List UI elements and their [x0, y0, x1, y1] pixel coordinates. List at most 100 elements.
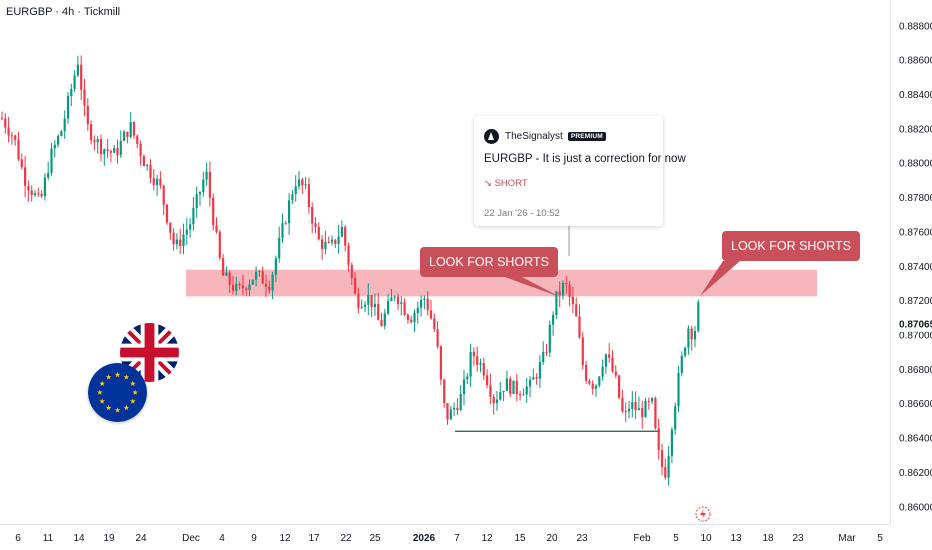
- candle[interactable]: [297, 170, 301, 190]
- candle[interactable]: [255, 266, 258, 287]
- candle[interactable]: [307, 177, 310, 214]
- candle[interactable]: [53, 139, 56, 158]
- candle[interactable]: [466, 372, 469, 384]
- candle[interactable]: [152, 168, 155, 191]
- candle[interactable]: [86, 98, 89, 131]
- candle[interactable]: [469, 343, 472, 388]
- candle[interactable]: [618, 374, 621, 400]
- candle[interactable]: [479, 358, 482, 373]
- candle[interactable]: [165, 203, 169, 225]
- candle[interactable]: [548, 320, 551, 358]
- candle[interactable]: [601, 359, 604, 381]
- candle[interactable]: [241, 274, 244, 296]
- candle[interactable]: [271, 271, 274, 300]
- candle[interactable]: [284, 220, 287, 225]
- candle[interactable]: [116, 139, 119, 164]
- candle[interactable]: [175, 233, 178, 250]
- candle[interactable]: [63, 110, 66, 139]
- candle[interactable]: [568, 280, 571, 307]
- candle[interactable]: [321, 234, 324, 261]
- candle[interactable]: [354, 272, 357, 295]
- candle[interactable]: [647, 397, 650, 410]
- candle[interactable]: [390, 288, 393, 302]
- candle[interactable]: [70, 83, 73, 107]
- candle[interactable]: [33, 189, 37, 198]
- candle[interactable]: [30, 185, 33, 202]
- candle[interactable]: [106, 138, 109, 159]
- candle[interactable]: [565, 276, 568, 295]
- candle[interactable]: [347, 242, 350, 272]
- candle[interactable]: [80, 55, 83, 101]
- candle[interactable]: [212, 193, 215, 231]
- candle[interactable]: [258, 269, 261, 277]
- candle[interactable]: [0, 111, 4, 120]
- candle[interactable]: [690, 325, 693, 351]
- candle[interactable]: [139, 140, 142, 166]
- candle[interactable]: [674, 402, 677, 435]
- candle[interactable]: [486, 369, 489, 389]
- candle[interactable]: [614, 365, 617, 379]
- candle[interactable]: [680, 351, 683, 377]
- candle[interactable]: [83, 78, 86, 117]
- candle[interactable]: [525, 377, 528, 403]
- candle[interactable]: [179, 228, 182, 255]
- candle[interactable]: [453, 402, 456, 417]
- candle[interactable]: [172, 228, 175, 251]
- candle[interactable]: [324, 230, 327, 255]
- candle[interactable]: [360, 299, 363, 309]
- candle[interactable]: [119, 130, 122, 158]
- candle[interactable]: [60, 129, 63, 137]
- candle[interactable]: [17, 131, 20, 162]
- candle[interactable]: [631, 390, 634, 418]
- candle[interactable]: [103, 148, 106, 167]
- candle[interactable]: [393, 295, 396, 302]
- candle[interactable]: [327, 236, 330, 244]
- candle[interactable]: [222, 254, 225, 276]
- candle[interactable]: [146, 163, 149, 171]
- candle[interactable]: [387, 293, 390, 316]
- candle[interactable]: [472, 347, 475, 366]
- candle[interactable]: [641, 400, 644, 429]
- candle[interactable]: [627, 400, 631, 419]
- candle[interactable]: [380, 312, 383, 327]
- candle[interactable]: [73, 70, 76, 93]
- candle[interactable]: [492, 393, 495, 415]
- candle[interactable]: [57, 134, 60, 148]
- candle[interactable]: [350, 262, 353, 285]
- candle[interactable]: [294, 175, 297, 202]
- candle[interactable]: [99, 134, 103, 162]
- candle[interactable]: [185, 217, 188, 246]
- candle[interactable]: [644, 397, 647, 418]
- candle[interactable]: [512, 380, 515, 395]
- candle[interactable]: [189, 218, 192, 238]
- candle[interactable]: [251, 279, 254, 286]
- candle[interactable]: [561, 280, 565, 300]
- candle[interactable]: [687, 325, 690, 355]
- candle[interactable]: [208, 161, 211, 207]
- candle[interactable]: [24, 156, 27, 198]
- candle[interactable]: [664, 458, 667, 480]
- economic-event-icon[interactable]: [695, 506, 711, 522]
- candle[interactable]: [7, 116, 10, 143]
- candle[interactable]: [192, 196, 195, 231]
- candle[interactable]: [225, 266, 228, 277]
- candle[interactable]: [142, 154, 145, 167]
- candle[interactable]: [459, 384, 462, 411]
- idea-title[interactable]: EURGBP - It is just a correction for now: [484, 153, 686, 165]
- candle[interactable]: [558, 281, 561, 308]
- idea-card[interactable]: TheSignalyst PREMIUM EURGBP - It is just…: [474, 116, 686, 226]
- candle[interactable]: [370, 294, 373, 318]
- candle[interactable]: [476, 346, 479, 372]
- candle[interactable]: [436, 320, 439, 349]
- candle[interactable]: [433, 313, 436, 332]
- candle[interactable]: [109, 149, 112, 163]
- candle[interactable]: [47, 161, 50, 181]
- candle[interactable]: [37, 187, 40, 197]
- candle[interactable]: [403, 298, 406, 316]
- candle[interactable]: [446, 403, 449, 425]
- candle[interactable]: [264, 274, 268, 298]
- candle[interactable]: [288, 193, 291, 235]
- candle[interactable]: [123, 129, 126, 142]
- candle[interactable]: [4, 113, 7, 134]
- candle[interactable]: [96, 135, 99, 154]
